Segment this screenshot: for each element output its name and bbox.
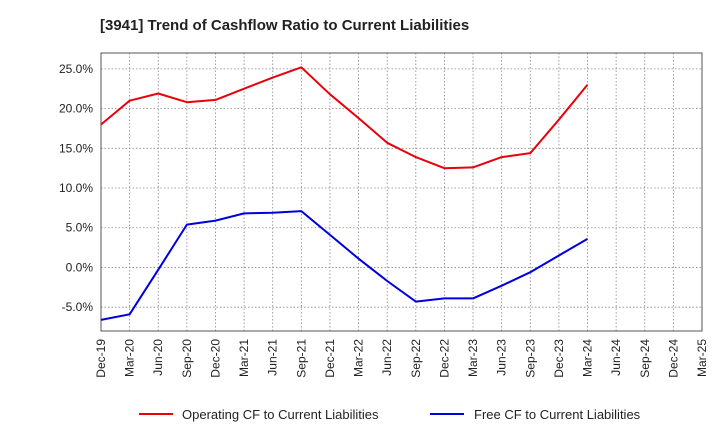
x-tick-label: Sep-24: [638, 339, 652, 378]
chart-title: [3941] Trend of Cashflow Ratio to Curren…: [100, 17, 469, 34]
y-tick-label: 10.0%: [59, 181, 93, 195]
x-tick-label: Mar-25: [695, 339, 709, 377]
x-tick-label: Sep-22: [409, 339, 423, 378]
x-tick-label: Mar-20: [123, 339, 137, 377]
grid: [100, 53, 703, 331]
series-line-0: [100, 66, 589, 170]
x-tick-label: Jun-20: [151, 339, 165, 376]
y-axis: -5.0% 0.0% 5.0% 10.0% 15.0% 20.0% 25.0%: [59, 62, 93, 314]
x-tick-label: Jun-21: [266, 339, 280, 376]
legend: Operating CF to Current Liabilities Free …: [139, 407, 641, 422]
x-tick-label: Jun-22: [380, 339, 394, 376]
x-tick-label: Dec-20: [208, 339, 222, 378]
x-tick-label: Dec-23: [552, 339, 566, 378]
x-tick-label: Mar-23: [466, 339, 480, 377]
x-axis: Dec-19 Mar-20 Jun-20 Sep-20 Dec-20 Mar-21 Jun-…: [94, 339, 709, 378]
x-tick-label: Dec-24: [666, 339, 680, 378]
x-tick-label: Dec-22: [437, 339, 451, 378]
x-tick-label: Dec-21: [323, 339, 337, 378]
x-tick-label: Sep-20: [180, 339, 194, 378]
x-tick-label: Sep-21: [294, 339, 308, 378]
x-tick-label: Jun-23: [495, 339, 509, 376]
x-tick-label: Mar-21: [237, 339, 251, 377]
x-tick-label: Mar-24: [581, 339, 595, 377]
plot-area: [100, 52, 703, 332]
series-line-1: [100, 210, 589, 321]
y-tick-label: 25.0%: [59, 62, 93, 76]
x-tick-label: Mar-22: [352, 339, 366, 377]
x-tick-label: Jun-24: [609, 339, 623, 376]
series-layer: [100, 66, 589, 321]
x-tick-label: Dec-19: [94, 339, 108, 378]
legend-label-0: Operating CF to Current Liabilities: [182, 407, 379, 422]
y-tick-label: 0.0%: [66, 260, 94, 274]
y-tick-label: 5.0%: [66, 221, 94, 235]
x-tick-label: Sep-23: [523, 339, 537, 378]
y-tick-label: 15.0%: [59, 141, 93, 155]
legend-label-1: Free CF to Current Liabilities: [474, 407, 641, 422]
y-tick-label: -5.0%: [62, 300, 94, 314]
y-tick-label: 20.0%: [59, 102, 93, 116]
